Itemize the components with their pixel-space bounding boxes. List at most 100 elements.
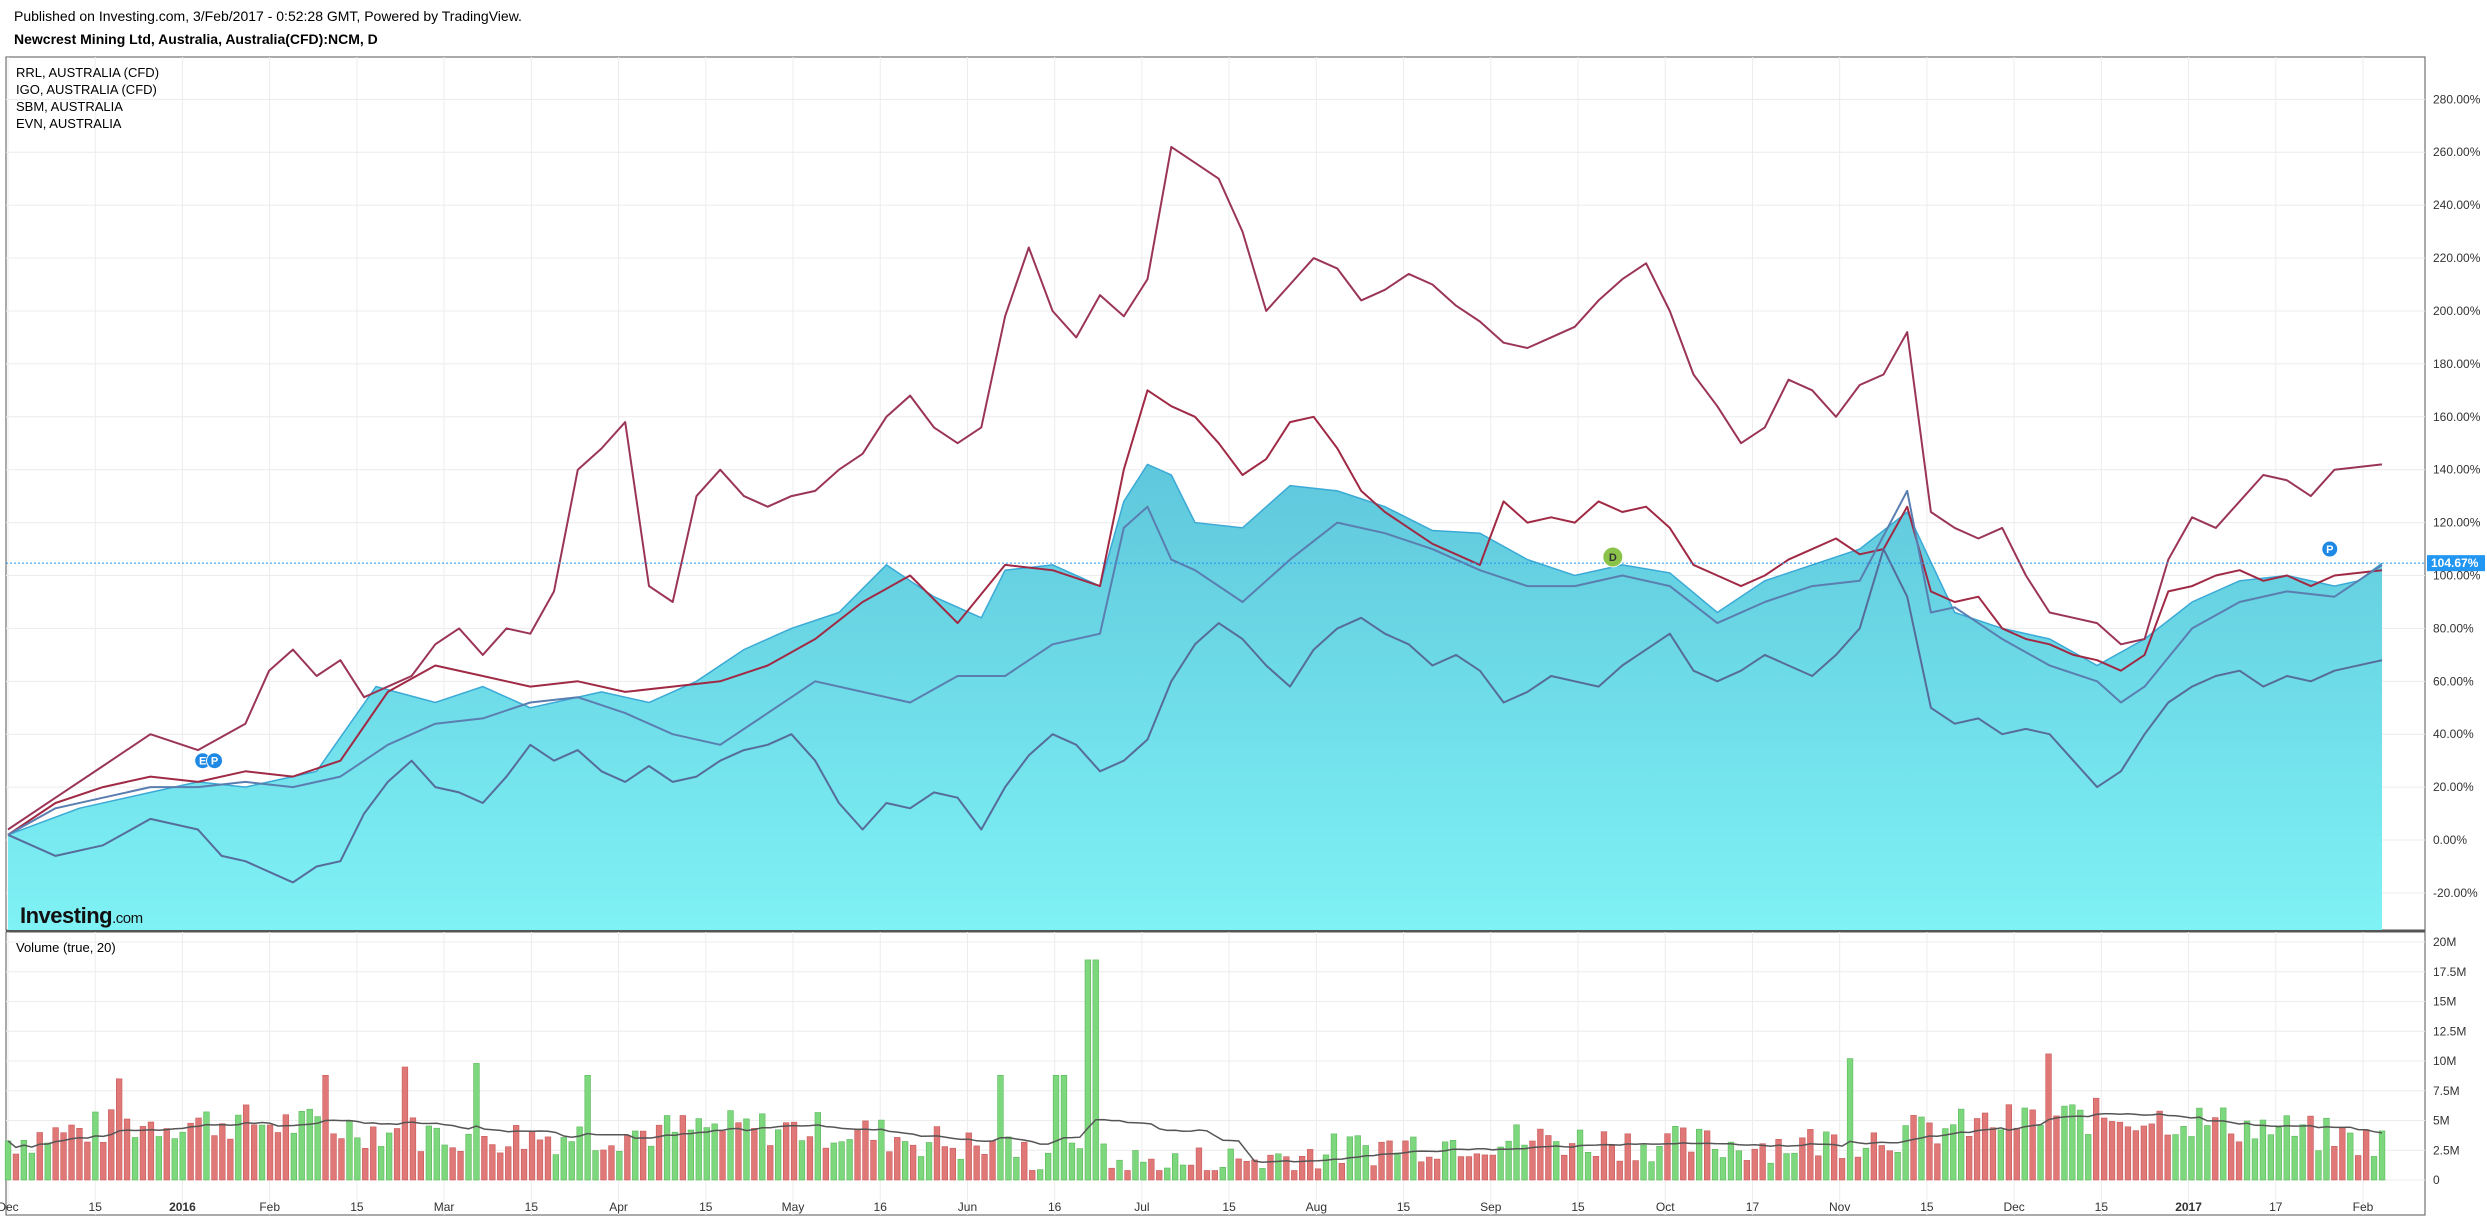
- volume-bar-up: [1219, 1167, 1226, 1181]
- volume-bar-down: [1799, 1137, 1806, 1181]
- volume-bar-up: [1767, 1162, 1774, 1181]
- volume-bar-down: [1831, 1134, 1838, 1181]
- volume-bar-down: [949, 1147, 956, 1181]
- volume-bar-up: [1005, 1136, 1012, 1181]
- x-tick-label: Oct: [1656, 1200, 1675, 1214]
- y-tick-label: 40.00%: [2433, 727, 2474, 741]
- volume-bar-up: [1505, 1140, 1512, 1181]
- volume-bar-down: [36, 1132, 43, 1181]
- volume-bar-up: [465, 1133, 472, 1181]
- x-tick-label: Feb: [2353, 1200, 2374, 1214]
- volume-bar-down: [1775, 1139, 1782, 1181]
- volume-bar-down: [1854, 1156, 1862, 1181]
- volume-bar-down: [1314, 1168, 1322, 1181]
- volume-bar-up: [2370, 1156, 2378, 1181]
- volume-bar-up: [1727, 1141, 1735, 1181]
- volume-bar-down: [1966, 1136, 1973, 1181]
- series-line-rrl: [7, 145, 2383, 831]
- volume-bar-up: [1084, 959, 1091, 1181]
- volume-bar-down: [2156, 1110, 2163, 1181]
- volume-bar-up: [830, 1142, 837, 1181]
- volume-bar-up: [1656, 1146, 1663, 1181]
- volume-bar-down: [243, 1104, 250, 1181]
- volume-bar-down: [1338, 1163, 1345, 1181]
- x-tick-label: 15: [1920, 1200, 1934, 1214]
- volume-bar-up: [798, 1140, 806, 1181]
- volume-bar-up: [1942, 1128, 1949, 1181]
- event-marker-label: P: [2326, 544, 2333, 556]
- event-marker-label: E: [199, 756, 206, 768]
- volume-bar-up: [1997, 1129, 2004, 1181]
- volume-bar-down: [2013, 1127, 2020, 1181]
- volume-bar-down: [1759, 1143, 1766, 1181]
- volume-bar-down: [52, 1127, 59, 1181]
- volume-bar-down: [2228, 1133, 2235, 1181]
- volume-bar-up: [1950, 1124, 1957, 1181]
- volume-bar-down: [973, 1145, 980, 1181]
- x-tick-label: Dec: [0, 1200, 19, 1214]
- volume-bar-down: [163, 1128, 170, 1181]
- volume-bar-up: [2267, 1134, 2274, 1181]
- volume-bar-down: [2116, 1121, 2124, 1181]
- volume-bar-down: [544, 1136, 552, 1181]
- volume-bar-down: [1473, 1153, 1480, 1181]
- volume-bar-up: [4, 1140, 12, 1181]
- volume-bar-up: [584, 1075, 591, 1181]
- instrument-title: Newcrest Mining Ltd, Australia, Australi…: [14, 31, 378, 47]
- legend-item-sbm: SBM, AUSTRALIA: [16, 99, 123, 114]
- volume-bar-up: [1275, 1153, 1282, 1181]
- volume-bar-up: [846, 1139, 853, 1181]
- volume-bar-up: [258, 1124, 266, 1181]
- volume-bar-down: [2148, 1123, 2155, 1181]
- volume-bar-down: [909, 1144, 917, 1181]
- volume-tick-label: 7.5M: [2433, 1084, 2460, 1098]
- volume-bar-down: [1624, 1133, 1631, 1181]
- volume-bar-down: [1299, 1156, 1306, 1181]
- volume-bar-down: [139, 1126, 147, 1181]
- volume-bar-up: [1902, 1125, 1909, 1181]
- volume-bar-down: [489, 1144, 496, 1181]
- volume-bar-down: [1307, 1149, 1314, 1181]
- volume-bar-down: [1537, 1128, 1544, 1181]
- y-tick-label: 280.00%: [2433, 92, 2481, 106]
- volume-bar-up: [1362, 1145, 1369, 1181]
- volume-bar-down: [1807, 1129, 1814, 1181]
- volume-bar-up: [711, 1123, 718, 1181]
- volume-bar-down: [1187, 1164, 1195, 1181]
- x-tick-label: 16: [874, 1200, 888, 1214]
- volume-bar-up: [671, 1131, 679, 1181]
- volume-tick-label: 5M: [2433, 1114, 2450, 1128]
- volume-bar-up: [354, 1137, 361, 1181]
- volume-bar-down: [782, 1122, 790, 1181]
- volume-bar-up: [1791, 1152, 1798, 1181]
- volume-bar-up: [925, 1142, 933, 1181]
- volume-bar-down: [679, 1115, 686, 1181]
- legend-item-rrl: RRL, AUSTRALIA (CFD): [16, 65, 160, 80]
- volume-tick-label: 10M: [2433, 1054, 2456, 1068]
- volume-bar-up: [1060, 1075, 1068, 1181]
- volume-bar-down: [1291, 1170, 1298, 1181]
- volume-bar-up: [2299, 1124, 2306, 1181]
- volume-tick-label: 0: [2433, 1173, 2440, 1187]
- volume-bar-down: [735, 1122, 742, 1181]
- volume-bar-up: [632, 1130, 639, 1181]
- volume-bar-up: [1140, 1161, 1147, 1181]
- volume-bar-down: [409, 1117, 417, 1181]
- volume-bar-up: [1410, 1136, 1417, 1181]
- y-tick-label: 220.00%: [2433, 251, 2481, 265]
- volume-bar-up: [2323, 1117, 2330, 1181]
- volume-bar-down: [1156, 1170, 1163, 1181]
- volume-bar-down: [512, 1125, 520, 1181]
- volume-bar-up: [1862, 1147, 1870, 1181]
- volume-bar-down: [2212, 1117, 2219, 1181]
- volume-bar-up: [2196, 1107, 2203, 1181]
- volume-bar-down: [2101, 1117, 2108, 1181]
- volume-bar-down: [362, 1148, 369, 1181]
- volume-bar-down: [1934, 1143, 1941, 1181]
- volume-bar-up: [695, 1118, 702, 1181]
- series-line-ncm: [7, 463, 2383, 836]
- y-tick-label: 60.00%: [2433, 674, 2474, 688]
- volume-bar-down: [2363, 1129, 2370, 1181]
- volume-bar-up: [1640, 1144, 1647, 1181]
